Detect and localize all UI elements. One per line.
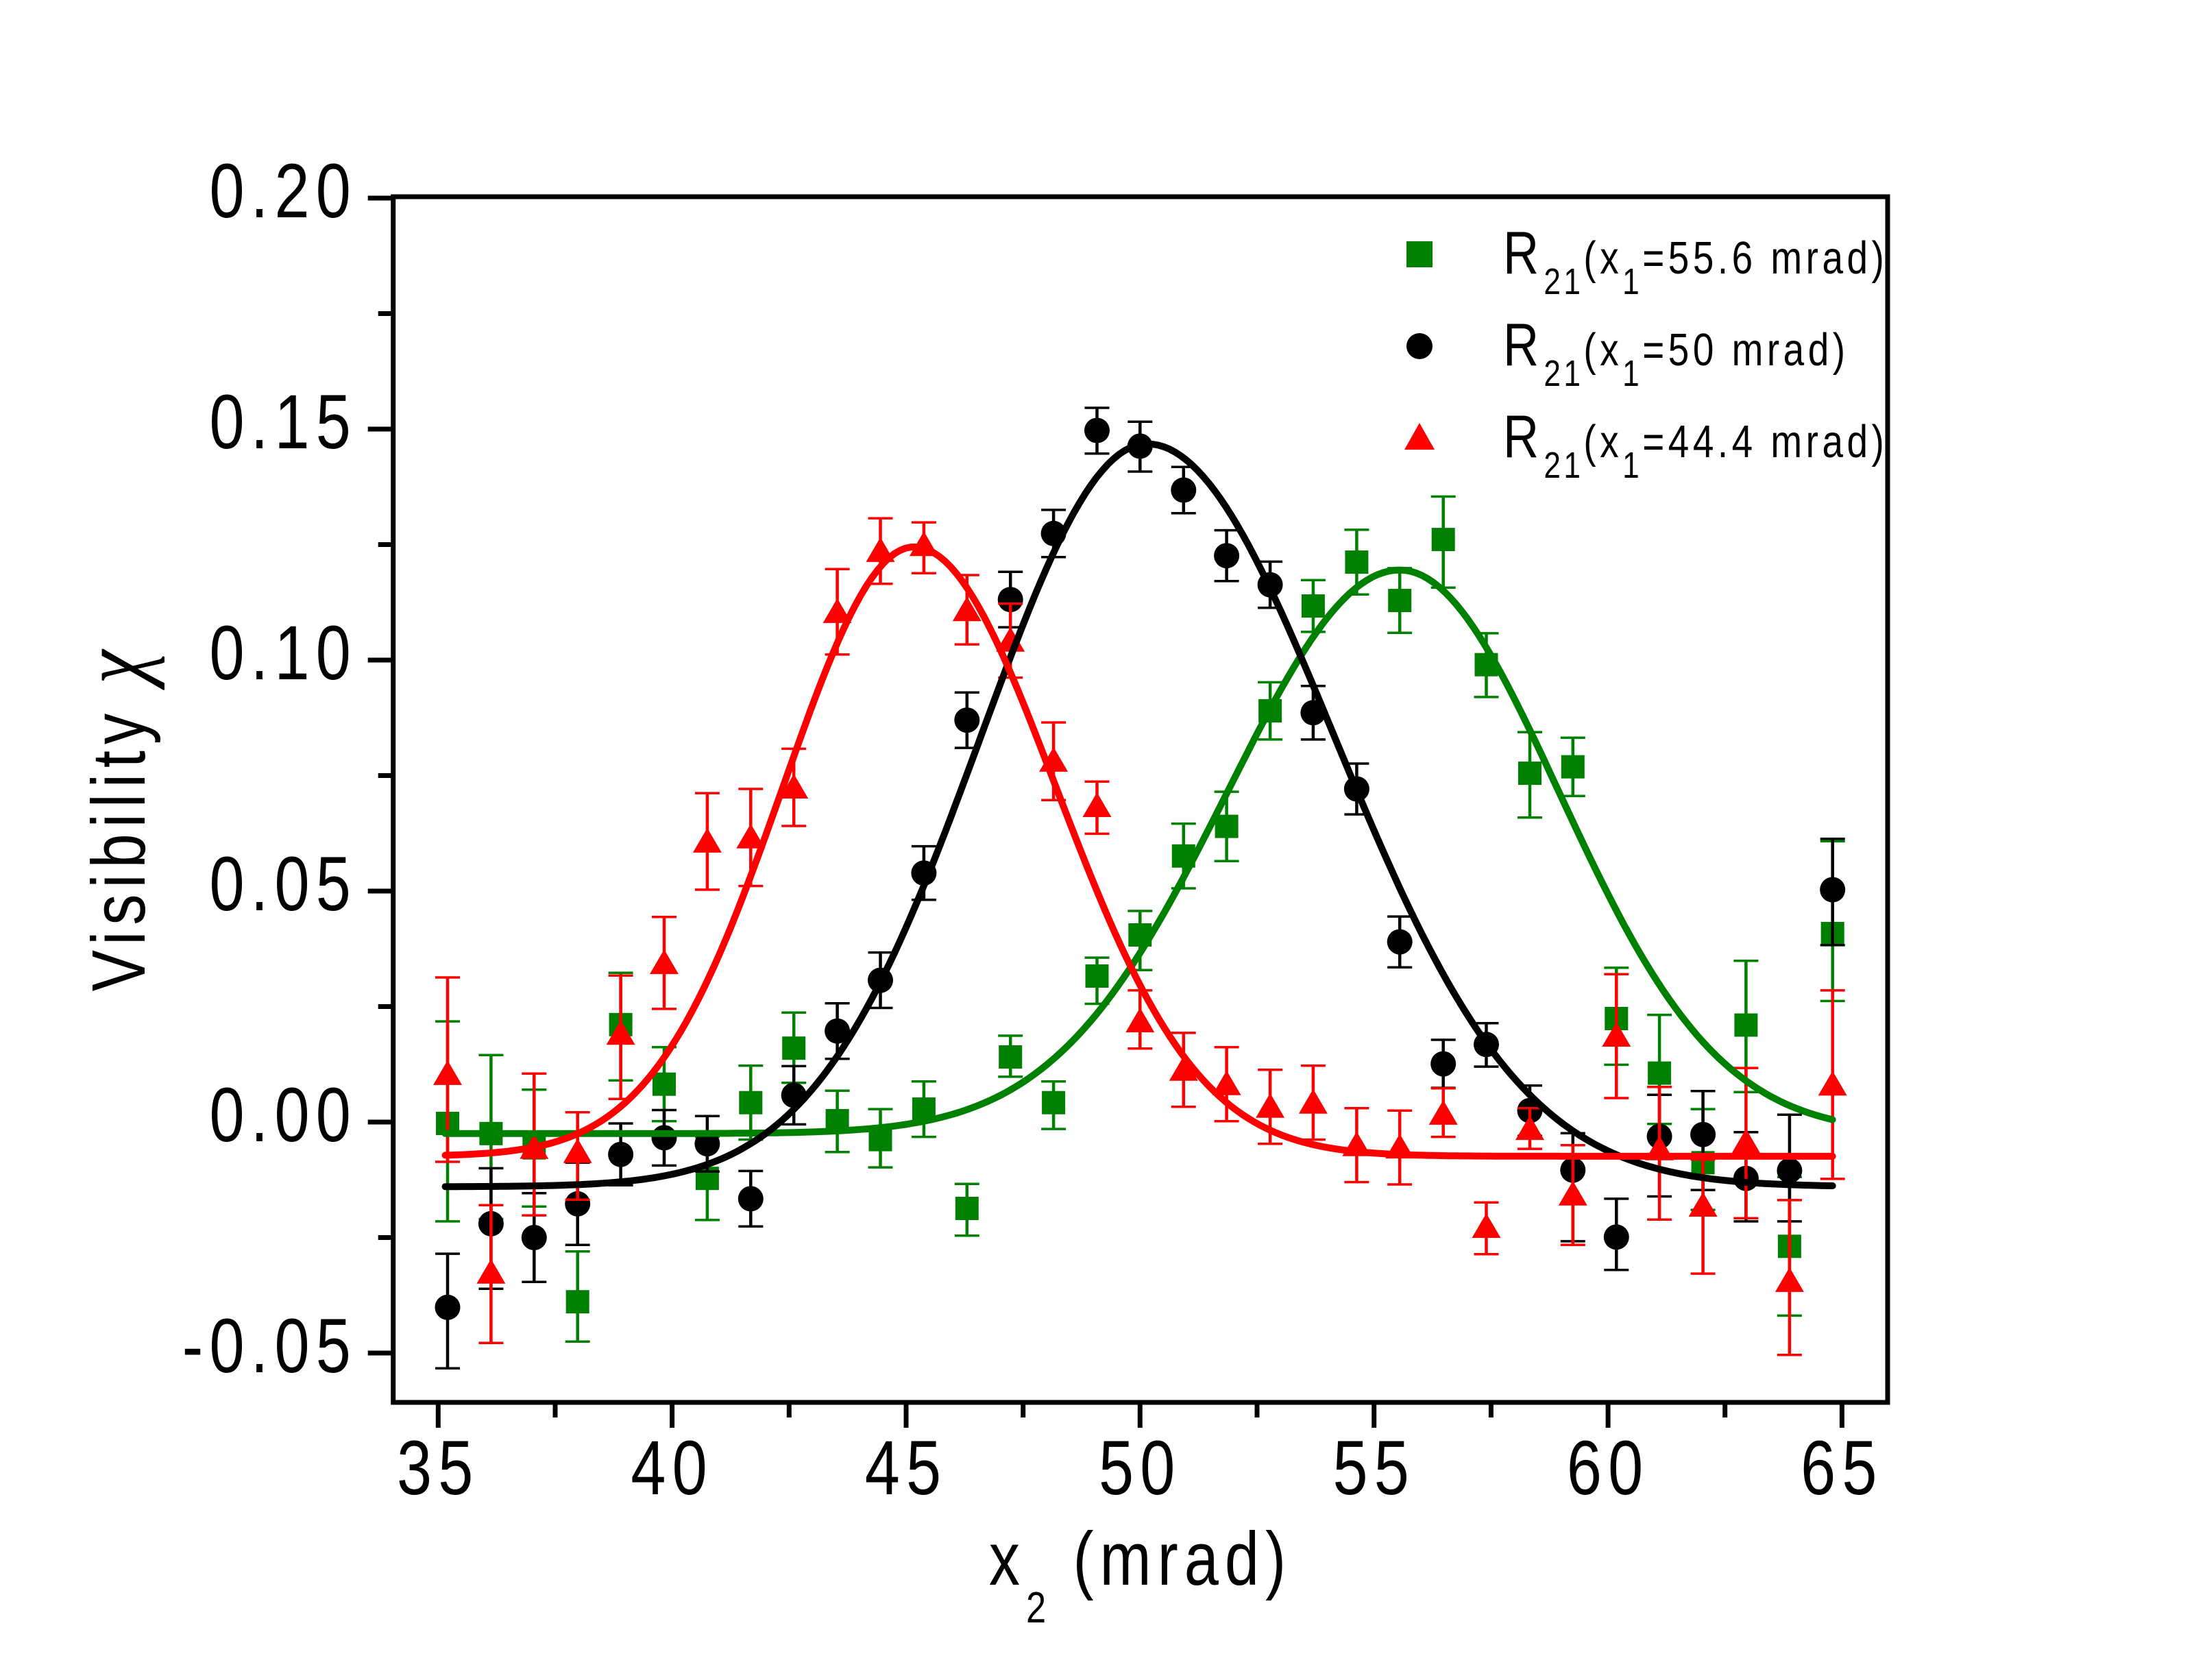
- svg-text:Visibility χ: Visibility χ: [62, 644, 165, 991]
- svg-text:50: 50: [1099, 1424, 1182, 1511]
- svg-text:60: 60: [1567, 1424, 1650, 1511]
- svg-text:40: 40: [631, 1424, 714, 1511]
- svg-text:0.00: 0.00: [210, 1071, 357, 1158]
- svg-text:65: 65: [1801, 1424, 1884, 1511]
- svg-text:0.10: 0.10: [210, 609, 357, 696]
- svg-text:0.05: 0.05: [210, 840, 357, 927]
- svg-text:45: 45: [865, 1424, 948, 1511]
- svg-text:35: 35: [397, 1424, 480, 1511]
- svg-text:0.20: 0.20: [210, 147, 357, 234]
- svg-text:55: 55: [1332, 1424, 1415, 1511]
- svg-text:-0.05: -0.05: [182, 1302, 357, 1389]
- svg-text:0.15: 0.15: [210, 378, 357, 465]
